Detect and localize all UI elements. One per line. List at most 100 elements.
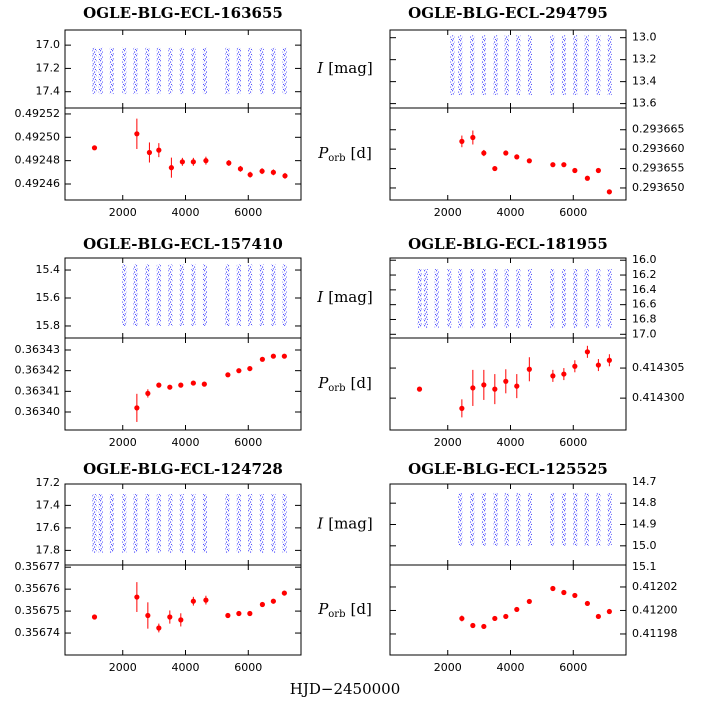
- y-tick-label: 0.36343: [15, 343, 61, 356]
- y-tick-label: 0.35677: [15, 560, 61, 573]
- season-points: [202, 264, 208, 326]
- period-point: [237, 166, 244, 172]
- x-tick-label: 6000: [559, 661, 587, 674]
- period-point: [459, 138, 465, 144]
- y-tick-label: 0.41198: [632, 627, 678, 640]
- period-point: [156, 625, 162, 631]
- period-point: [514, 383, 520, 389]
- y-tick-label: 17.2: [36, 476, 61, 489]
- lc-axis-label: I [mag]: [316, 515, 372, 533]
- period-point: [236, 368, 242, 374]
- season-points: [584, 269, 589, 329]
- season-points: [458, 269, 463, 329]
- period-point: [259, 601, 265, 608]
- lc-axis-unit: [mag]: [328, 288, 372, 306]
- season-points: [282, 264, 287, 326]
- period-point: [550, 162, 556, 168]
- period-point: [470, 622, 476, 629]
- period-point: [281, 590, 287, 596]
- season-points: [236, 494, 241, 553]
- season-points: [450, 35, 455, 95]
- period-point: [178, 382, 184, 388]
- period-axis-symbol: P: [317, 144, 329, 162]
- y-tick-label: 17.0: [36, 38, 61, 51]
- season-points: [259, 47, 264, 95]
- y-tick-label: 16.4: [632, 283, 657, 296]
- season-points: [156, 47, 161, 95]
- lc-axis-symbol: I: [316, 59, 324, 77]
- season-points: [470, 492, 475, 546]
- season-points: [607, 35, 612, 95]
- period-point: [492, 165, 498, 172]
- season-points: [122, 494, 127, 553]
- lc-axis-symbol: I: [316, 288, 324, 306]
- period-point: [572, 592, 578, 599]
- period-point: [203, 597, 209, 603]
- season-points: [282, 494, 287, 553]
- period-point: [259, 356, 265, 362]
- season-points: [109, 494, 114, 553]
- period-point: [282, 173, 288, 179]
- season-points: [259, 494, 264, 553]
- period-point: [259, 168, 265, 174]
- period-point: [503, 378, 509, 384]
- period-point: [584, 349, 590, 355]
- lc-axis-unit: [mag]: [328, 515, 372, 533]
- y-tick-label: 0.35674: [15, 626, 61, 639]
- period-point: [203, 158, 209, 164]
- y-tick-label: 0.49250: [15, 130, 61, 143]
- season-points: [458, 492, 463, 546]
- y-tick-label: 15.6: [36, 291, 61, 304]
- period-axis-label: Porb [d]: [317, 374, 372, 394]
- panel-title: OGLE-BLG-ECL-163655: [83, 4, 283, 22]
- y-tick-label: 0.49246: [15, 177, 61, 190]
- x-tick-label: 2000: [434, 206, 462, 219]
- season-points: [122, 47, 127, 95]
- y-tick-label: 0.293665: [632, 123, 685, 136]
- period-frame: [64, 337, 302, 431]
- season-points: [417, 269, 422, 329]
- period-point: [561, 589, 567, 596]
- y-tick-label: 0.293655: [632, 162, 685, 175]
- period-point: [167, 614, 173, 620]
- season-points: [145, 264, 150, 326]
- season-points: [596, 269, 601, 329]
- y-tick-label: 17.8: [36, 543, 61, 556]
- period-point: [226, 160, 232, 166]
- period-point: [470, 385, 476, 391]
- y-tick-label: 17.0: [632, 327, 657, 340]
- y-tick-label: 13.4: [632, 75, 657, 88]
- season-points: [133, 264, 138, 326]
- season-points: [481, 35, 486, 95]
- period-point: [503, 150, 509, 156]
- period-point: [584, 600, 590, 607]
- period-point: [514, 154, 520, 160]
- period-point: [236, 610, 242, 617]
- period-frame: [389, 564, 627, 656]
- season-points: [584, 35, 589, 95]
- y-tick-label: 17.4: [36, 85, 61, 98]
- x-tick-label: 2000: [434, 436, 462, 449]
- season-points: [561, 492, 566, 546]
- period-point: [595, 613, 601, 620]
- season-points: [596, 35, 601, 95]
- season-points: [98, 47, 103, 95]
- period-point: [247, 365, 253, 372]
- period-point: [572, 167, 578, 174]
- season-points: [168, 494, 173, 553]
- x-tick-label: 6000: [234, 206, 262, 219]
- season-points: [225, 264, 230, 326]
- season-points: [98, 494, 103, 553]
- season-points: [236, 47, 241, 95]
- season-points: [493, 492, 498, 546]
- period-point: [247, 610, 253, 617]
- panel-title: OGLE-BLG-ECL-181955: [408, 235, 608, 253]
- season-points: [504, 35, 509, 95]
- x-tick-label: 4000: [497, 436, 525, 449]
- x-tick-label: 2000: [109, 661, 137, 674]
- season-points: [168, 47, 173, 95]
- season-points: [145, 494, 150, 553]
- y-tick-label: 14.7: [632, 475, 657, 488]
- y-tick-label: 0.293650: [632, 181, 685, 194]
- y-tick-label: 0.36342: [15, 364, 61, 377]
